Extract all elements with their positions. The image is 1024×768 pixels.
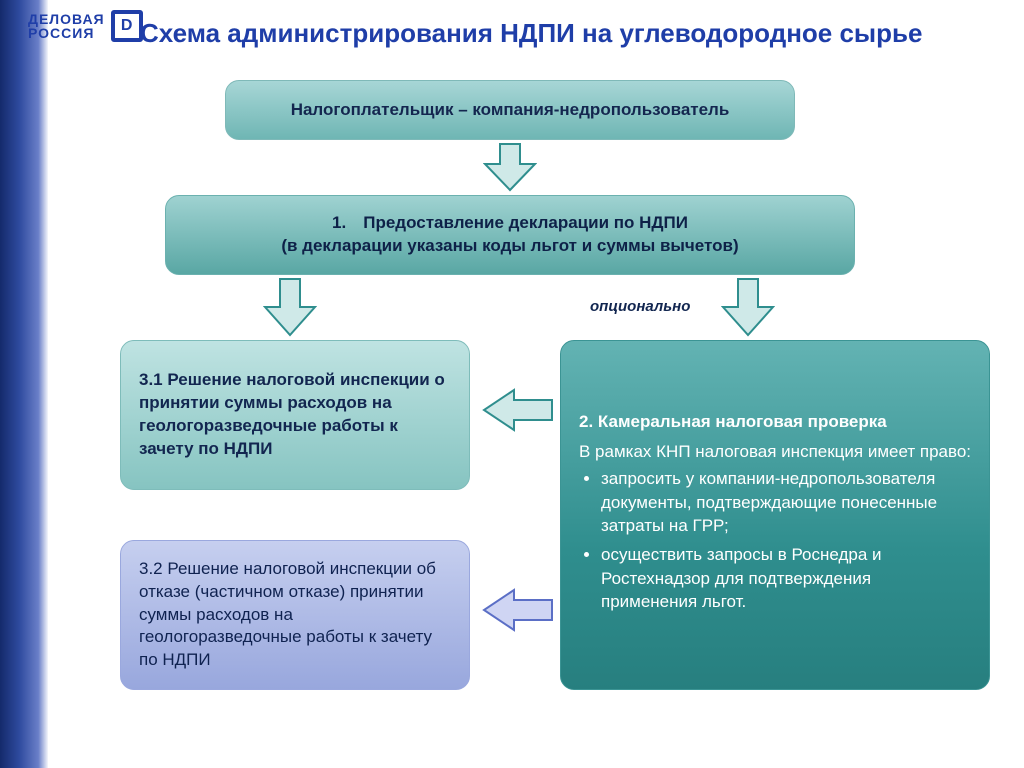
box-decision-reject-text: 3.2 Решение налоговой инспекции об отказ… — [121, 548, 469, 683]
logo-text-bottom: РОССИЯ — [28, 26, 105, 40]
box-declaration-line1: 1. Предоставление декларации по НДПИ — [184, 212, 836, 235]
box-audit-item: осуществить запросы в Роснедра и Ростехн… — [601, 543, 971, 613]
box-declaration: 1. Предоставление декларации по НДПИ (в … — [165, 195, 855, 275]
box-taxpayer: Налогоплательщик – компания-недропользов… — [225, 80, 795, 140]
box-audit-intro: В рамках КНП налоговая инспекция имеет п… — [579, 440, 971, 463]
box-audit-item: запросить у компании-недропользователя д… — [601, 467, 971, 537]
box-audit: 2. Камеральная налоговая проверка В рамк… — [560, 340, 990, 690]
slide: ДЕЛОВАЯ РОССИЯ D Схема администрирования… — [0, 0, 1024, 768]
box-declaration-line2: (в декларации указаны коды льгот и суммы… — [184, 235, 836, 258]
optional-label: опционально — [590, 298, 690, 315]
arrow-declaration-to-accept — [263, 277, 317, 339]
box-decision-accept: 3.1 Решение налоговой инспекции о принят… — [120, 340, 470, 490]
arrow-declaration-to-audit — [721, 277, 775, 339]
box-decision-reject: 3.2 Решение налоговой инспекции об отказ… — [120, 540, 470, 690]
arrow-audit-to-accept — [480, 388, 554, 432]
slide-title: Схема администрирования НДПИ на углеводо… — [140, 18, 922, 49]
arrow-taxpayer-to-declaration — [483, 142, 537, 194]
box-audit-list: запросить у компании-недропользователя д… — [579, 467, 971, 614]
logo-text-top: ДЕЛОВАЯ — [28, 12, 105, 26]
box-decision-accept-text: 3.1 Решение налоговой инспекции о принят… — [121, 359, 469, 471]
box-audit-header: 2. Камеральная налоговая проверка — [579, 410, 971, 433]
logo-mark: D — [111, 10, 143, 42]
arrow-audit-to-reject — [480, 588, 554, 632]
sidebar-gradient — [0, 0, 48, 768]
box-taxpayer-text: Налогоплательщик – компания-недропользов… — [226, 90, 794, 130]
logo: ДЕЛОВАЯ РОССИЯ D — [28, 10, 143, 42]
